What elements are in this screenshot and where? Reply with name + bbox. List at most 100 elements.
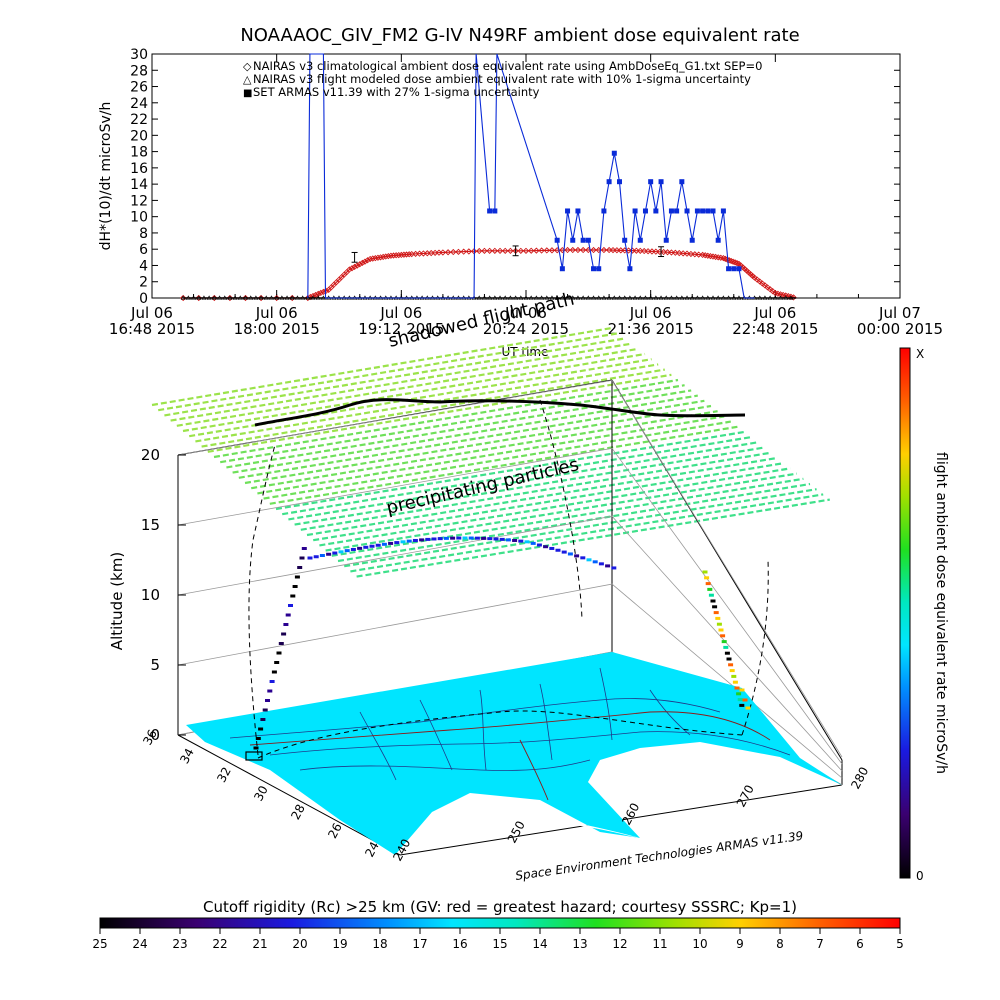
flight-dose-point bbox=[721, 640, 727, 644]
flight-dose-point bbox=[381, 542, 387, 546]
nairas-flight-point bbox=[668, 295, 674, 300]
x-tick-label-time: 22:48 2015 bbox=[732, 320, 818, 338]
flight-dose-points bbox=[253, 536, 751, 750]
armas-point bbox=[601, 208, 607, 214]
flight-dose-point bbox=[297, 566, 303, 569]
nairas-flight-point bbox=[289, 295, 295, 300]
particle-line bbox=[288, 441, 758, 521]
x-tick-label-date: Jul 06 bbox=[379, 304, 422, 322]
y-tick-label: 24 bbox=[130, 96, 148, 112]
armas-point bbox=[710, 208, 716, 214]
x-tick-label-time: 16:48 2015 bbox=[109, 320, 195, 338]
flight-dose-point bbox=[258, 727, 264, 731]
armas-point bbox=[648, 179, 654, 185]
nairas-flight-point bbox=[497, 295, 503, 300]
nairas-flight-point bbox=[492, 295, 498, 300]
y-tick-label: 8 bbox=[139, 226, 148, 242]
particle-line bbox=[337, 482, 811, 563]
nairas-flight-point bbox=[242, 295, 249, 300]
x-tick-label-date: Jul 07 bbox=[878, 304, 921, 322]
flight-dose-point bbox=[720, 634, 726, 638]
map-state-lines bbox=[249, 711, 771, 801]
rc-colorbar-ticks: 25 24 23 22 21 20 19 18 17 16 15 14 13 12 11 10 9 8 7 6 5 bbox=[92, 928, 904, 951]
particle-line bbox=[238, 399, 705, 479]
flight-dose-point bbox=[729, 669, 735, 673]
nairas-clim-point bbox=[354, 262, 361, 269]
lon-tick-label: 280 bbox=[848, 765, 871, 792]
nairas-flight-point bbox=[518, 295, 524, 300]
rc-tick-label: 20 bbox=[292, 937, 307, 951]
flight-dose-point bbox=[715, 616, 721, 620]
y-tick-label: 6 bbox=[139, 242, 148, 258]
x-axis-label: UT time bbox=[501, 345, 548, 359]
particle-line bbox=[294, 446, 764, 526]
nairas-flight-point bbox=[185, 295, 191, 300]
y-tick-label: 0 bbox=[139, 291, 148, 307]
x-tick-label-time: 18:00 2015 bbox=[234, 320, 320, 338]
nairas-flight-point bbox=[294, 295, 300, 300]
y-tick-label: 4 bbox=[139, 258, 148, 274]
nairas-clim-point bbox=[369, 255, 376, 262]
particle-line bbox=[263, 420, 731, 500]
nairas-flight-point bbox=[513, 295, 519, 300]
map-peninsula-white bbox=[588, 769, 640, 790]
dose-colorbar-gradient bbox=[899, 347, 911, 879]
nairas-clim-point bbox=[380, 253, 387, 261]
precipitating-particles-plane bbox=[151, 326, 830, 578]
particle-line bbox=[313, 462, 784, 542]
nairas-flight-point bbox=[544, 295, 550, 300]
armas-point bbox=[622, 237, 628, 243]
rc-tick-label: 22 bbox=[212, 937, 227, 951]
flight-dose-point bbox=[474, 536, 480, 540]
nairas-clim-point bbox=[346, 266, 353, 273]
nairas-flight-point bbox=[279, 295, 285, 300]
nairas-clim-point bbox=[408, 250, 415, 258]
nairas-flight-point bbox=[715, 295, 721, 300]
ground-track-dashed bbox=[257, 710, 743, 759]
nairas-clim-point bbox=[637, 247, 644, 254]
altitude-gridline bbox=[177, 447, 843, 765]
nairas-clim-point bbox=[359, 259, 366, 267]
nairas-flight-point bbox=[731, 295, 737, 300]
flight-dose-point bbox=[265, 699, 270, 702]
nairas-clim-point bbox=[377, 254, 384, 261]
flight-dose-point bbox=[292, 585, 298, 588]
nairas-flight-point bbox=[274, 295, 280, 300]
nairas-clim-point bbox=[676, 249, 683, 257]
ground-track-riser-left bbox=[248, 444, 276, 756]
nairas-flight-point bbox=[757, 295, 763, 300]
nairas-flight-point bbox=[528, 295, 534, 300]
flight-dose-point bbox=[586, 558, 592, 562]
particle-line bbox=[282, 436, 751, 516]
rc-tick-label: 14 bbox=[532, 937, 547, 951]
particle-line bbox=[189, 358, 652, 438]
armas-point bbox=[559, 266, 565, 272]
nairas-flight-point bbox=[305, 295, 311, 300]
flight-dose-point bbox=[716, 622, 722, 626]
flight-dose-point bbox=[326, 552, 332, 556]
legend-symbol-nairas-clim: ◇ bbox=[243, 60, 252, 73]
particle-line bbox=[300, 451, 771, 531]
nairas-flight-point bbox=[284, 295, 290, 300]
flight-dose-point bbox=[313, 555, 319, 559]
lat-axis-line bbox=[177, 734, 401, 856]
lat-tick-label: 24 bbox=[362, 839, 382, 859]
lon-tick-label: 260 bbox=[619, 801, 642, 828]
nairas-flight-point bbox=[263, 295, 269, 300]
nairas-clim-point bbox=[652, 248, 659, 255]
lat-tick-label: 36 bbox=[140, 727, 160, 747]
lat-tick-label: 26 bbox=[325, 821, 345, 841]
nairas-flight-point bbox=[627, 295, 633, 300]
rc-tick-label: 8 bbox=[776, 937, 784, 951]
flight-dose-point bbox=[357, 546, 363, 550]
rc-tick-label: 9 bbox=[736, 937, 744, 951]
flight-dose-point bbox=[419, 538, 425, 542]
particle-line bbox=[344, 488, 817, 568]
series-layer bbox=[180, 53, 797, 302]
nairas-clim-point bbox=[715, 254, 722, 261]
flight-dose-point bbox=[555, 548, 561, 552]
y-tick-label: 12 bbox=[130, 193, 148, 209]
y-tick-label: 22 bbox=[130, 112, 148, 128]
armas-point bbox=[663, 237, 669, 243]
